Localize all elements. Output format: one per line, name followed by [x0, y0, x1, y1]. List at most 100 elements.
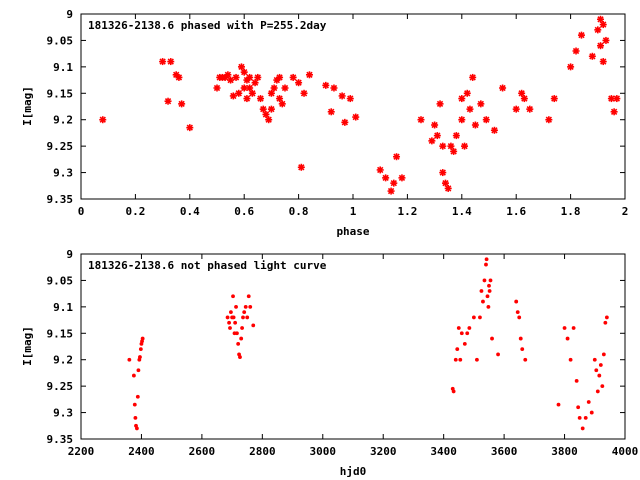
data-point: [592, 357, 597, 362]
data-point: [550, 95, 558, 103]
data-points: [99, 15, 621, 195]
data-point: [262, 110, 270, 118]
data-point: [518, 89, 526, 97]
data-point: [224, 71, 232, 79]
data-point: [526, 105, 534, 113]
data-point: [458, 357, 463, 362]
data-point: [471, 121, 479, 129]
data-point: [433, 132, 441, 140]
data-point: [499, 84, 507, 92]
data-point: [577, 31, 585, 39]
data-point: [595, 389, 600, 394]
y-tick-label: 9.05: [47, 274, 74, 287]
data-point: [376, 166, 384, 174]
data-point: [517, 315, 522, 320]
data-point: [572, 47, 580, 55]
y-tick-label: 9.25: [47, 140, 74, 153]
axis-ticks: 2200 2400 2600 2800 3000 3200 3400 3600 3800 4000…: [47, 248, 639, 458]
data-point: [455, 347, 460, 352]
x-tick-label: 1.6: [506, 205, 526, 218]
data-point: [597, 15, 605, 23]
data-point: [131, 373, 136, 378]
data-point: [239, 336, 244, 341]
data-point: [213, 84, 221, 92]
x-tick-label: 0: [78, 205, 85, 218]
x-tick-label: 2600: [189, 445, 216, 458]
data-point: [576, 405, 581, 410]
data-point: [444, 184, 452, 192]
data-point: [556, 402, 561, 407]
data-point: [589, 410, 594, 415]
data-point: [466, 105, 474, 113]
data-point: [132, 402, 137, 407]
data-point: [341, 118, 349, 126]
data-point: [231, 315, 236, 320]
data-point: [597, 42, 605, 50]
y-tick-label: 9.15: [47, 87, 74, 100]
data-point: [571, 326, 576, 330]
data-point: [512, 105, 520, 113]
data-point: [140, 336, 145, 341]
data-point: [390, 179, 398, 187]
data-point: [463, 89, 471, 97]
data-point: [135, 394, 140, 399]
data-point: [289, 73, 297, 81]
data-point: [436, 100, 444, 108]
y-tick-label: 9.3: [53, 167, 73, 180]
data-point: [245, 315, 250, 320]
data-point: [164, 97, 172, 105]
data-point: [588, 52, 596, 60]
data-point: [481, 299, 485, 304]
y-axis-label: I[mag]: [21, 86, 34, 126]
data-point: [577, 415, 582, 420]
data-point: [338, 92, 346, 100]
data-point: [229, 310, 233, 315]
data-point: [251, 79, 259, 87]
x-tick-label: 1.4: [452, 205, 472, 218]
y-tick-label: 9.25: [47, 380, 74, 393]
data-point: [456, 326, 461, 330]
data-point: [241, 315, 245, 320]
x-tick-label: 3600: [491, 445, 518, 458]
data-point: [231, 294, 235, 299]
data-point: [382, 174, 390, 182]
data-point: [267, 105, 275, 113]
data-point: [246, 84, 254, 92]
data-point: [393, 153, 401, 161]
data-point: [136, 368, 141, 373]
data-point: [322, 81, 330, 89]
data-point: [127, 357, 132, 362]
data-point: [523, 357, 528, 362]
data-point: [167, 58, 175, 66]
data-point: [485, 294, 490, 299]
data-point: [251, 323, 256, 328]
data-point: [459, 331, 464, 336]
data-points: [127, 257, 609, 431]
data-point: [242, 310, 247, 315]
x-axis-label: phase: [336, 225, 369, 238]
data-point: [545, 116, 553, 124]
data-point: [133, 415, 138, 420]
data-point: [248, 304, 253, 309]
data-point: [257, 95, 265, 103]
x-tick-label: 1: [350, 205, 357, 218]
data-point: [465, 331, 470, 336]
data-point: [439, 169, 447, 177]
data-point: [567, 63, 575, 71]
data-point: [462, 341, 467, 346]
data-point: [254, 73, 262, 81]
data-point: [562, 326, 567, 330]
plot-frame: [80, 253, 626, 440]
data-point: [243, 95, 251, 103]
data-point: [469, 73, 477, 81]
x-tick-label: 4000: [612, 445, 639, 458]
data-point: [138, 355, 142, 359]
data-point: [599, 58, 607, 66]
y-tick-label: 9.15: [47, 327, 74, 340]
data-point: [276, 95, 284, 103]
data-point: [475, 357, 479, 362]
data-point: [520, 95, 528, 103]
data-point: [243, 304, 248, 309]
